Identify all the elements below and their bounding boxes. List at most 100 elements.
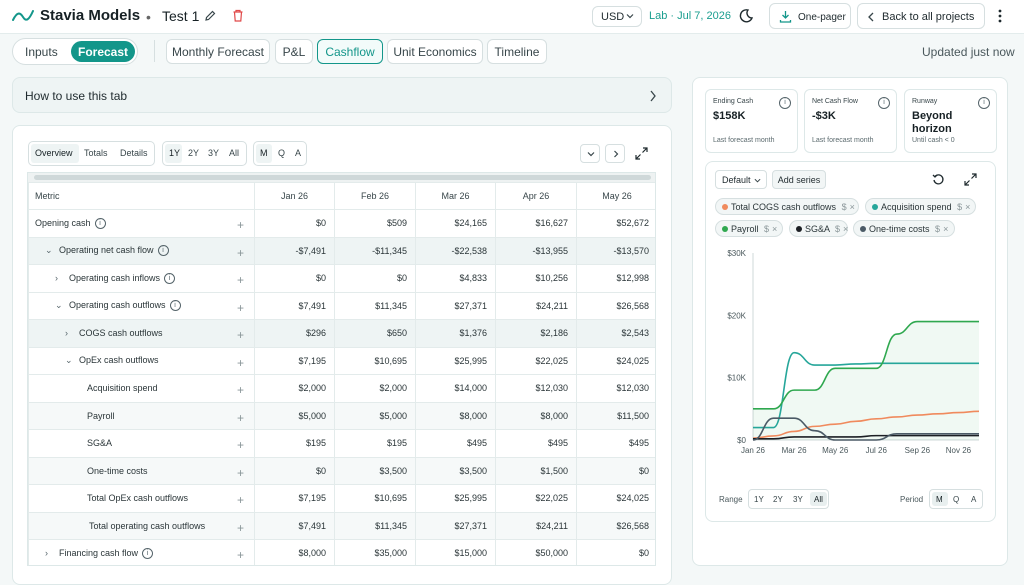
table-row[interactable]: ⌄ Operating cash outflows i + $7,491 $11,345 $… xyxy=(28,291,655,320)
collapse-button[interactable] xyxy=(580,144,600,163)
table-row[interactable]: ⌄ Operating net cash flow i + -$7,491 -$11,34… xyxy=(28,236,655,265)
chart-period-annual[interactable]: A xyxy=(971,495,977,504)
table-row[interactable]: › COGS cash outflows + $296 $650 $1,376 $2,186… xyxy=(28,319,655,348)
expand-icon[interactable] xyxy=(635,147,648,160)
view-overview[interactable]: Overview xyxy=(31,144,79,163)
add-row-icon[interactable]: + xyxy=(236,410,244,425)
view-totals[interactable]: Totals xyxy=(84,148,108,158)
value-cell: $4,833 xyxy=(415,264,496,293)
info-icon[interactable]: i xyxy=(164,272,176,284)
series-chip[interactable]: Total COGS cash outflows $ × xyxy=(715,198,859,215)
range-3y[interactable]: 3Y xyxy=(208,148,220,158)
table-row[interactable]: › Financing cash flow i + $8,000 $35,000 $15,0… xyxy=(28,539,655,565)
range-1y[interactable]: 1Y xyxy=(165,144,182,163)
add-row-icon[interactable]: + xyxy=(236,245,244,260)
chart-range-3y[interactable]: 3Y xyxy=(793,495,803,504)
add-series-button[interactable]: Add series xyxy=(772,170,826,189)
more-options-icon[interactable] xyxy=(994,8,1006,24)
add-row-icon[interactable]: + xyxy=(236,355,244,370)
how-to-accordion[interactable]: How to use this tab xyxy=(12,77,672,113)
table-row[interactable]: Total OpEx cash outflows + $7,195 $10,695 $2… xyxy=(28,484,655,513)
metric-label: Opening cash xyxy=(35,217,91,228)
info-icon[interactable]: i xyxy=(94,217,106,229)
add-row-icon[interactable]: + xyxy=(236,300,244,315)
add-row-icon[interactable]: + xyxy=(236,465,244,480)
trash-icon[interactable] xyxy=(232,9,244,22)
chevron-right-icon[interactable]: › xyxy=(45,547,48,558)
reset-icon[interactable] xyxy=(932,173,945,186)
add-row-icon[interactable]: + xyxy=(236,520,244,535)
table-row[interactable]: Opening cash i + $0 $509 $24,165 $16,627 $52,67… xyxy=(28,209,655,238)
remove-series-icon[interactable]: × xyxy=(843,224,849,234)
tab-monthly-forecast[interactable]: Monthly Forecast xyxy=(166,39,270,64)
remove-series-icon[interactable]: × xyxy=(849,202,855,212)
table-row[interactable]: Acquisition spend + $2,000 $2,000 $14,000 $12… xyxy=(28,374,655,403)
chevron-down-icon[interactable]: ⌄ xyxy=(65,355,73,366)
series-chip-label: Acquisition spend xyxy=(881,202,952,212)
add-row-icon[interactable]: + xyxy=(236,438,244,452)
table-row[interactable]: Total operating cash outflows + $7,491 $11,… xyxy=(28,511,655,540)
chart-period-quarter[interactable]: Q xyxy=(953,495,960,504)
add-row-icon[interactable]: + xyxy=(236,328,244,342)
remove-series-icon[interactable]: × xyxy=(943,224,949,234)
info-icon[interactable]: i xyxy=(157,245,169,257)
next-button[interactable] xyxy=(605,144,625,163)
currency-select[interactable]: USD xyxy=(592,6,642,27)
table-row[interactable]: › Operating cash inflows i + $0 $0 $4,833 $10,2… xyxy=(28,264,655,293)
info-icon[interactable]: i xyxy=(978,97,990,109)
back-to-projects-button[interactable]: Back to all projects xyxy=(857,3,985,29)
series-chip[interactable]: One-time costs $ × xyxy=(853,220,955,237)
add-row-icon[interactable]: + xyxy=(236,493,244,507)
moon-icon[interactable] xyxy=(738,8,754,24)
chart-preset-select[interactable]: Default xyxy=(715,170,767,189)
remove-series-icon[interactable]: × xyxy=(965,202,971,212)
info-icon[interactable]: i xyxy=(878,97,890,109)
range-2y[interactable]: 2Y xyxy=(188,148,200,158)
mode-inputs[interactable]: Inputs xyxy=(25,45,58,59)
view-details[interactable]: Details xyxy=(120,148,148,158)
chart-range-2y[interactable]: 2Y xyxy=(773,495,783,504)
one-pager-button[interactable]: One-pager xyxy=(769,3,851,29)
add-row-icon[interactable]: + xyxy=(236,548,244,562)
value-cell: $3,500 xyxy=(334,456,416,485)
remove-series-icon[interactable]: × xyxy=(772,224,778,234)
tab-unit-economics[interactable]: Unit Economics xyxy=(387,39,483,64)
series-chip-label: One-time costs xyxy=(869,224,930,234)
mode-forecast[interactable]: Forecast xyxy=(71,41,135,62)
chevron-right-icon[interactable]: › xyxy=(65,328,68,339)
edit-icon[interactable] xyxy=(204,9,217,22)
add-row-icon[interactable]: + xyxy=(236,383,244,397)
info-icon[interactable]: i xyxy=(142,547,154,559)
chevron-down-icon xyxy=(754,178,761,183)
table-row[interactable]: SG&A + $195 $195 $495 $495 $495 xyxy=(28,429,655,458)
chart-period-month[interactable]: M xyxy=(932,492,948,506)
range-all[interactable]: All xyxy=(229,148,240,158)
tab-pnl[interactable]: P&L xyxy=(275,39,313,64)
tab-timeline[interactable]: Timeline xyxy=(487,39,547,64)
chevron-down-icon[interactable]: ⌄ xyxy=(45,245,53,256)
table-row[interactable]: One-time costs + $0 $3,500 $3,500 $1,500 $0 xyxy=(28,456,655,485)
tab-cashflow[interactable]: Cashflow xyxy=(317,39,383,64)
chart-range-all[interactable]: All xyxy=(810,492,827,506)
add-row-icon[interactable]: + xyxy=(236,273,244,287)
table-row[interactable]: Payroll + $5,000 $5,000 $8,000 $8,000 $11,500 xyxy=(28,401,655,430)
brand-name: Stavia Models xyxy=(40,7,141,24)
period-annual[interactable]: A xyxy=(295,148,302,158)
period-quarter[interactable]: Q xyxy=(278,148,286,158)
series-chip[interactable]: SG&A $ × xyxy=(789,220,848,237)
expand-icon[interactable] xyxy=(964,173,977,186)
chevron-down-icon[interactable]: ⌄ xyxy=(55,300,63,311)
series-chip[interactable]: Acquisition spend $ × xyxy=(865,198,976,215)
period-month[interactable]: M xyxy=(256,144,272,163)
info-icon[interactable]: i xyxy=(169,300,181,312)
add-row-icon[interactable]: + xyxy=(236,218,244,232)
info-icon[interactable]: i xyxy=(779,97,791,109)
chevron-right-icon[interactable]: › xyxy=(55,272,58,283)
project-title[interactable]: Test 1 xyxy=(162,8,200,24)
one-pager-label: One-pager xyxy=(798,12,846,23)
chart-range-1y[interactable]: 1Y xyxy=(754,495,764,504)
table-row[interactable]: ⌄ OpEx cash outflows + $7,195 $10,695 $25,995… xyxy=(28,346,655,375)
series-chip[interactable]: Payroll $ × xyxy=(715,220,783,237)
scrollbar-thumb[interactable] xyxy=(34,175,651,180)
horizontal-scrollbar[interactable] xyxy=(28,173,655,182)
